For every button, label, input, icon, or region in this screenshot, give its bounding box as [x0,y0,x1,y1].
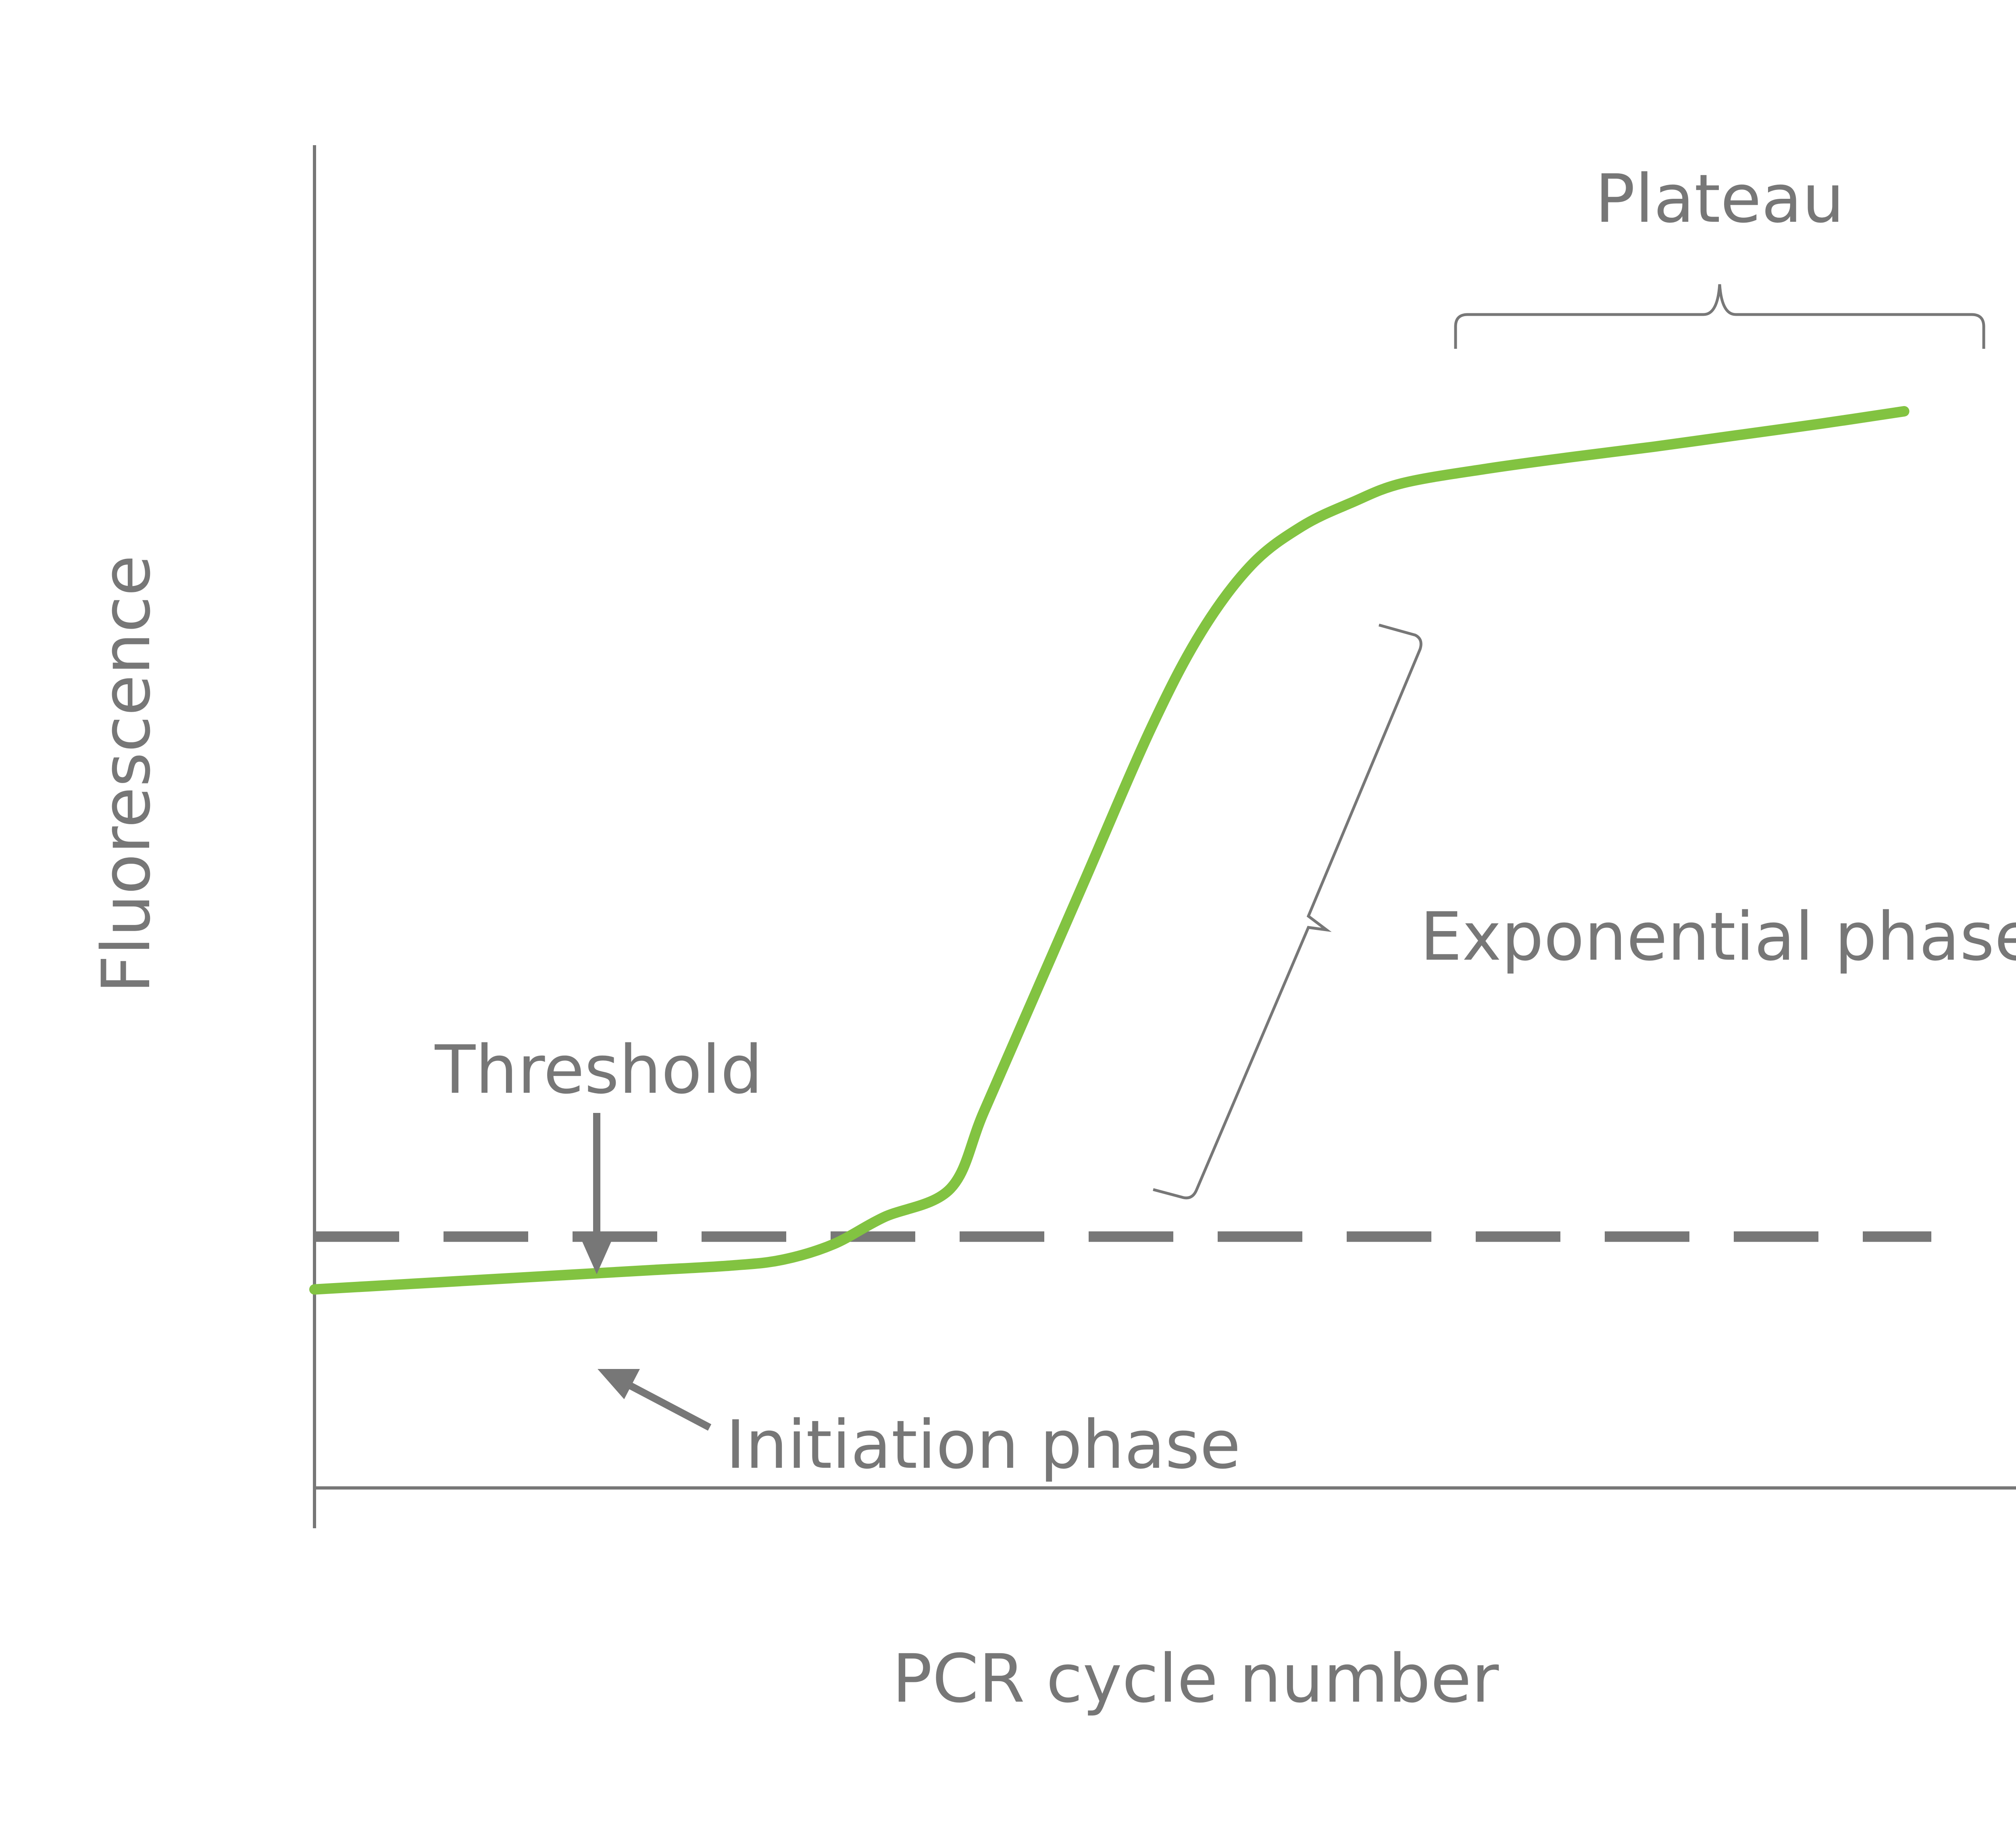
exponential-brace [1153,623,1422,1200]
amplification-curve-line [309,406,1910,1295]
curve-point-11 [1029,992,1039,1002]
curve-point-12 [1079,876,1089,887]
curve-point-22 [1732,430,1742,441]
curve-point-21 [1648,442,1658,452]
curve-point-6 [778,1254,788,1265]
curve-point-8 [878,1212,889,1223]
curve-point-1 [393,1279,404,1290]
curve-point-7 [828,1239,839,1250]
curve-point-18 [1397,478,1408,489]
y-axis-label: Fluorescence [87,555,165,993]
curve-point-20 [1564,452,1575,463]
curve-point-3 [560,1270,571,1280]
curve-point-19 [1481,464,1491,474]
curve-point-5 [728,1260,738,1271]
curve-point-13 [1146,723,1156,733]
curve-point-17 [1347,497,1357,508]
curve-point-24 [1899,406,1910,417]
curve-point-2 [477,1275,487,1285]
curve-point-15 [1246,560,1257,570]
initiation-arrow-head [598,1369,640,1399]
exponential-phase-label: Exponential phase [1420,898,2016,975]
plateau-label: Plateau [1595,160,1844,238]
curve-point-0 [309,1284,320,1295]
curve-point-9 [945,1183,956,1194]
initiation-phase-label: Initiation phase [726,1406,1241,1483]
x-axis-label: PCR cycle number [892,1640,1499,1717]
curve-points [309,406,1910,1295]
plateau-brace [1454,284,1985,349]
curve-point-14 [1196,627,1207,637]
threshold-label: Threshold [434,1031,762,1108]
curve-point-4 [644,1265,654,1275]
curve-point-16 [1297,521,1307,532]
threshold-arrow-head [581,1238,613,1274]
curve-point-10 [979,1106,989,1117]
curve-point-23 [1815,419,1826,429]
initiation-arrow-shaft [625,1381,712,1431]
